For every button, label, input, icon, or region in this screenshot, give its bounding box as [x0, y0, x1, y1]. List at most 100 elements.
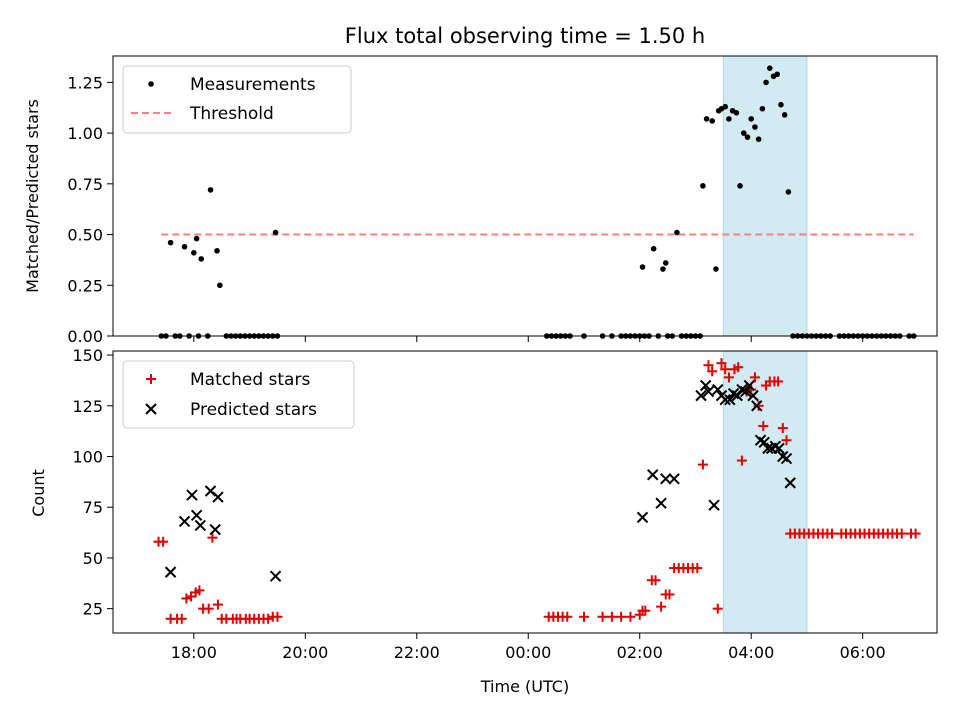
matched-star-point [777, 423, 788, 434]
top-highlight-span [722, 55, 808, 337]
measurement-point [191, 250, 197, 256]
bottom-y-axis-ticks: 25 50 75 100 125 150 [72, 346, 113, 619]
measurement-point [755, 136, 762, 142]
matched-star-point [203, 603, 214, 614]
measurement-point [660, 266, 666, 272]
matched-star-point [640, 605, 651, 616]
measurement-point [763, 79, 769, 86]
matched-star-point [664, 589, 675, 600]
legend-measurements-label: Measurements [190, 75, 316, 95]
predicted-star-points [164, 379, 796, 582]
predicted-star-point [194, 519, 207, 532]
predicted-star-point [178, 515, 191, 528]
predicted-star-point [739, 385, 752, 398]
predicted-star-point [743, 379, 756, 392]
measurement-point [703, 116, 710, 122]
matched-star-point [272, 611, 283, 622]
top-y-axis-ticks: 0.00 0.25 0.50 0.75 1.00 1.25 [67, 73, 113, 346]
matched-star-point [703, 360, 714, 371]
measurement-point [759, 105, 766, 112]
predicted-star-point [660, 473, 672, 485]
predicted-star-point [269, 570, 282, 582]
x-axis-label: Time (UTC) [480, 677, 569, 696]
bottom-x-axis-ticks: 18:00 20:00 22:00 00:00 02:00 04:00 06:00 [171, 633, 886, 662]
bottom-plot-frame [112, 350, 938, 634]
measurement-point [778, 101, 784, 108]
top-y-tick-label: 1.00 [67, 124, 103, 143]
predicted-star-point [636, 511, 649, 524]
matched-star-point [597, 611, 608, 622]
predicted-star-point [780, 452, 793, 465]
matched-star-point [716, 358, 727, 369]
measurement-point [709, 118, 715, 124]
legend-predicted-label: Predicted stars [190, 400, 317, 420]
bottom-y-axis-label: Count [29, 469, 48, 517]
predicted-star-point [724, 393, 736, 406]
matched-star-point [697, 459, 708, 470]
matched-star-point [650, 575, 661, 586]
top-y-tick-label: 0.00 [67, 327, 103, 346]
matched-star-point [753, 400, 764, 411]
bottom-y-tick-label: 125 [72, 397, 103, 416]
bottom-y-tick-label: 75 [83, 498, 103, 517]
measurement-point [650, 245, 657, 252]
top-y-tick-label: 0.25 [67, 276, 103, 295]
matched-star-point [578, 611, 589, 622]
measurement-point [700, 183, 706, 189]
predicted-star-point [702, 385, 715, 398]
measurement-point [752, 124, 758, 130]
measurement-point [744, 134, 751, 140]
predicted-star-point [647, 469, 659, 481]
predicted-star-point [751, 400, 763, 412]
bottom-legend-box [122, 360, 355, 429]
bottom-y-tick-label: 50 [83, 549, 103, 568]
top-plot-frame [112, 55, 938, 337]
matched-star-point [707, 366, 718, 377]
measurement-point [193, 235, 200, 242]
legend-measurement-marker [148, 81, 154, 87]
predicted-star-point [164, 566, 177, 578]
measurement-point [662, 260, 669, 266]
bottom-panel: 25 50 75 100 125 150 18:00 20:00 22:00 00:00 02:0… [29, 346, 938, 696]
matched-star-point [733, 362, 744, 373]
top-y-tick-label: 1.25 [67, 73, 103, 92]
matched-star-point [749, 372, 760, 383]
matched-star-point [896, 528, 907, 539]
top-panel: 0.00 0.25 0.50 0.75 1.00 1.25 Matched/Predict… [23, 55, 938, 346]
top-y-tick-label: 0.75 [67, 175, 103, 194]
measurement-point [774, 71, 781, 78]
measurement-point [748, 116, 755, 122]
predicted-star-point [731, 389, 743, 402]
predicted-star-point [186, 489, 198, 501]
top-legend: Measurements Threshold [122, 65, 352, 134]
measurement-point [272, 229, 279, 236]
predicted-star-point [784, 477, 796, 489]
matched-star-point [625, 611, 636, 622]
predicted-star-point [190, 509, 203, 522]
bottom-y-tick-label: 150 [72, 346, 103, 365]
matched-star-point [616, 611, 627, 622]
measurement-point [713, 266, 719, 272]
predicted-star-point [712, 383, 724, 396]
matched-star-point [773, 376, 784, 387]
top-y-axis-label: Matched/Predicted stars [23, 99, 42, 293]
bottom-legend: Matched stars Predicted stars [122, 360, 355, 429]
matched-star-point [712, 603, 723, 614]
predicted-star-point [212, 491, 224, 503]
predicted-star-point [695, 389, 707, 402]
matched-star-point [212, 599, 223, 610]
matched-star-point [158, 536, 169, 547]
matched-star-point [606, 611, 617, 622]
bottom-y-tick-label: 25 [83, 600, 103, 619]
legend-predicted-marker [145, 403, 157, 415]
predicted-star-point [708, 499, 720, 511]
x-tick-label: 22:00 [394, 643, 440, 662]
x-tick-label: 18:00 [171, 643, 217, 662]
matched-star-point [827, 528, 838, 539]
measurement-point [785, 189, 792, 195]
measurement-point [722, 103, 728, 110]
x-tick-label: 20:00 [282, 643, 328, 662]
predicted-star-point [747, 389, 759, 402]
measurement-point [207, 187, 214, 193]
x-tick-label: 02:00 [617, 643, 663, 662]
